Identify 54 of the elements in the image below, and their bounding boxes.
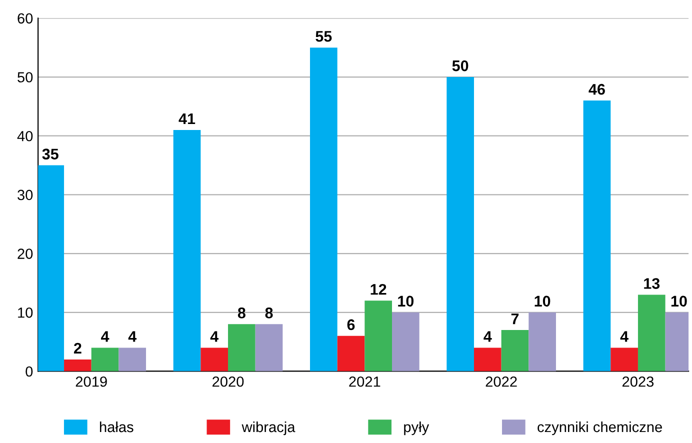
bar [64,359,92,372]
bar [364,300,392,372]
data-label: 41 [178,114,196,124]
x-tick-label: 2020 [212,376,244,387]
data-label: 4 [128,331,137,342]
data-label: 55 [316,31,332,42]
bar [228,324,256,372]
data-label: 12 [370,284,386,295]
x-tick-label: 2023 [622,376,654,387]
x-tick-label: 2021 [349,376,380,387]
legend-label: czynniki chemiczne [538,421,662,436]
bar [583,100,611,372]
y-tick-label: 60 [18,13,33,24]
data-label: 6 [347,319,355,330]
data-label: 7 [511,314,519,324]
bar [200,348,228,372]
bar [173,130,201,372]
bar [310,48,338,372]
data-label: 35 [42,148,58,160]
data-label: 4 [210,331,219,342]
data-label: 4 [620,331,628,342]
bar [38,165,64,372]
y-tick-label: 0 [26,366,33,377]
data-label: 4 [484,331,492,342]
legend-label: pyły [404,421,430,436]
bar [337,336,365,372]
bar [118,348,146,372]
data-label: 50 [452,60,468,72]
y-tick-label: 50 [18,72,33,82]
data-label: 8 [265,308,273,318]
x-tick-label: 2019 [76,376,107,387]
data-label: 10 [398,296,414,307]
data-label: 10 [534,296,550,307]
bar [446,77,474,372]
bar [501,330,529,372]
bar [474,348,502,372]
y-tick-label: 10 [18,307,33,318]
legend-label: wibracja [242,421,296,436]
bar [610,348,638,372]
data-label: 13 [644,278,660,289]
bar [91,348,119,372]
data-label: 8 [238,308,246,318]
bar [392,312,420,372]
y-tick-label: 40 [17,130,33,142]
y-tick-label: 20 [18,248,33,259]
bar [255,324,283,372]
legend-label: hałas [100,421,134,432]
bar [528,312,556,372]
y-tick-label: 30 [18,190,33,200]
data-label: 10 [671,296,687,307]
x-tick-label: 2022 [486,376,517,387]
data-label: 4 [101,331,110,342]
data-label: 46 [588,84,605,95]
data-label: 2 [74,342,82,354]
